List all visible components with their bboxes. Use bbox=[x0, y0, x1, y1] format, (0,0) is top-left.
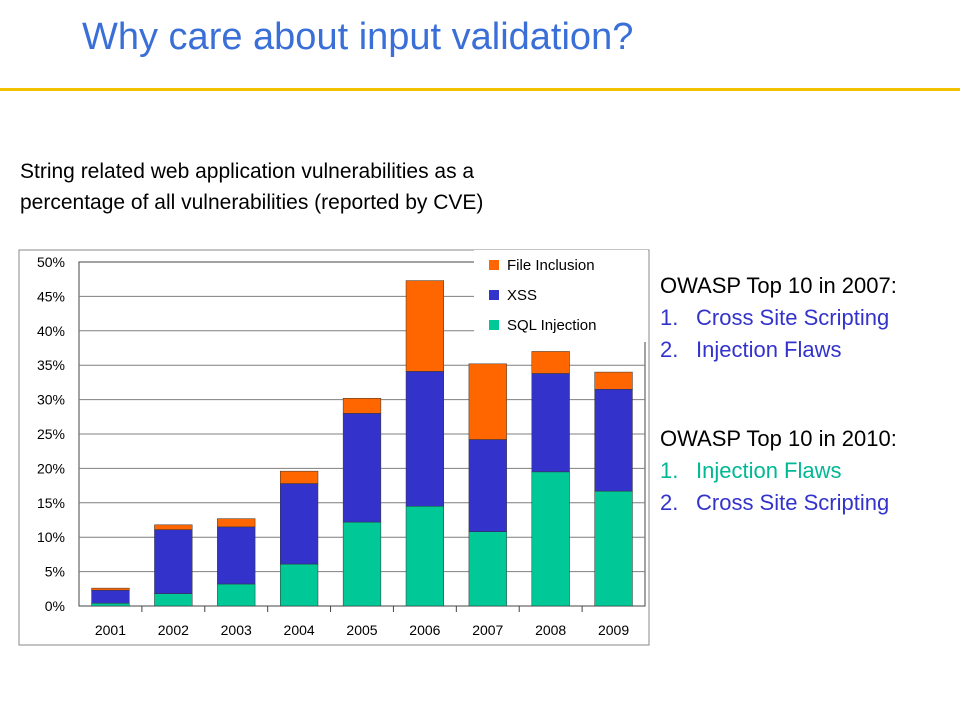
y-tick-label: 35% bbox=[37, 357, 65, 373]
bar-xss bbox=[405, 371, 445, 507]
bar-sql-injection bbox=[279, 563, 319, 607]
y-tick-label: 50% bbox=[37, 254, 65, 270]
y-tick-label: 45% bbox=[37, 288, 65, 304]
item-label: Injection Flaws bbox=[696, 337, 842, 362]
title-divider bbox=[0, 88, 960, 91]
item-number: 1. bbox=[660, 458, 679, 483]
bar-file-inclusion bbox=[594, 371, 633, 390]
bar-sql-injection bbox=[217, 583, 256, 607]
owasp-2010-heading: OWASP Top 10 in 2010: bbox=[660, 426, 897, 451]
bar-file-inclusion bbox=[405, 280, 445, 372]
bar-sql-injection bbox=[91, 602, 130, 607]
x-tick-label: 2005 bbox=[346, 622, 377, 638]
bar-sql-injection bbox=[154, 593, 193, 607]
bar-xss bbox=[342, 413, 382, 523]
y-tick-label: 20% bbox=[37, 460, 65, 476]
caption-line-1: String related web application vulnerabi… bbox=[20, 160, 475, 183]
bar-xss bbox=[217, 526, 256, 585]
bar-file-inclusion bbox=[154, 524, 193, 530]
legend-swatch bbox=[489, 290, 499, 300]
item-number: 2. bbox=[660, 490, 679, 515]
x-tick-label: 2006 bbox=[409, 622, 440, 638]
owasp-2007-block: OWASP Top 10 in 2007: 1. Cross Site Scrip… bbox=[660, 270, 897, 366]
owasp-2010-list: 1. Injection Flaws 2. Cross Site Scripting bbox=[660, 455, 897, 519]
bar-sql-injection bbox=[594, 490, 633, 607]
x-tick-label: 2002 bbox=[158, 622, 189, 638]
chart-caption: String related web application vulnerabi… bbox=[20, 156, 630, 218]
owasp-2007-list: 1. Cross Site Scripting 2. Injection Flaws bbox=[660, 302, 897, 366]
bar-xss bbox=[594, 389, 633, 492]
owasp-2010-item-2: 2. Cross Site Scripting bbox=[660, 487, 897, 519]
item-label: Cross Site Scripting bbox=[696, 490, 890, 515]
bar-file-inclusion bbox=[91, 587, 130, 591]
owasp-2007-item-1: 1. Cross Site Scripting bbox=[660, 302, 897, 334]
bar-file-inclusion bbox=[279, 470, 319, 484]
bar-sql-injection bbox=[468, 531, 507, 607]
owasp-2010-item-1: 1. Injection Flaws bbox=[660, 455, 897, 487]
bar-xss bbox=[468, 439, 507, 532]
bar-file-inclusion bbox=[342, 397, 382, 414]
owasp-2007-heading: OWASP Top 10 in 2007: bbox=[660, 273, 897, 298]
y-tick-label: 0% bbox=[45, 598, 65, 614]
x-tick-label: 2007 bbox=[472, 622, 503, 638]
x-tick-label: 2003 bbox=[221, 622, 252, 638]
owasp-2010-block: OWASP Top 10 in 2010: 1. Injection Flaws … bbox=[660, 423, 897, 519]
chart-container: 0% 5% 10% 15% 20% 25% 30% 35% 40% 45% 50% 2001 2002 2… bbox=[18, 249, 650, 646]
bar-xss bbox=[91, 589, 130, 604]
bar-file-inclusion bbox=[531, 351, 570, 374]
x-tick-label: 2008 bbox=[535, 622, 566, 638]
bar-sql-injection bbox=[405, 505, 445, 607]
bar-xss bbox=[279, 483, 319, 565]
slide-title: Why care about input validation? bbox=[82, 16, 634, 58]
y-tick-label: 5% bbox=[45, 564, 65, 580]
x-tick-label: 2001 bbox=[95, 622, 126, 638]
item-number: 2. bbox=[660, 337, 679, 362]
legend-swatch bbox=[489, 260, 499, 270]
stacked-bar-chart: 0% 5% 10% 15% 20% 25% 30% 35% 40% 45% 50% 2001 2002 2… bbox=[18, 249, 650, 646]
bar-sql-injection bbox=[531, 471, 570, 607]
bar-file-inclusion bbox=[468, 363, 507, 440]
y-tick-label: 40% bbox=[37, 323, 65, 339]
bar-file-inclusion bbox=[217, 518, 256, 528]
legend-box bbox=[474, 250, 648, 342]
x-tick-label: 2009 bbox=[598, 622, 629, 638]
y-tick-label: 30% bbox=[37, 392, 65, 408]
owasp-2007-item-2: 2. Injection Flaws bbox=[660, 334, 897, 366]
item-label: Cross Site Scripting bbox=[696, 305, 890, 330]
legend-swatch bbox=[489, 320, 499, 330]
bar-xss bbox=[154, 529, 193, 594]
bar-sql-injection bbox=[342, 521, 382, 607]
x-tick-label: 2004 bbox=[284, 622, 315, 638]
legend-label: XSS bbox=[507, 287, 537, 304]
caption-line-2: percentage of all vulnerabilities (repor… bbox=[20, 191, 484, 214]
y-tick-label: 25% bbox=[37, 426, 65, 442]
legend-label: File Inclusion bbox=[507, 257, 595, 274]
item-label: Injection Flaws bbox=[696, 458, 842, 483]
legend-label: SQL Injection bbox=[507, 317, 597, 334]
item-number: 1. bbox=[660, 305, 679, 330]
y-tick-label: 15% bbox=[37, 495, 65, 511]
y-tick-label: 10% bbox=[37, 529, 65, 545]
bar-xss bbox=[531, 373, 570, 473]
